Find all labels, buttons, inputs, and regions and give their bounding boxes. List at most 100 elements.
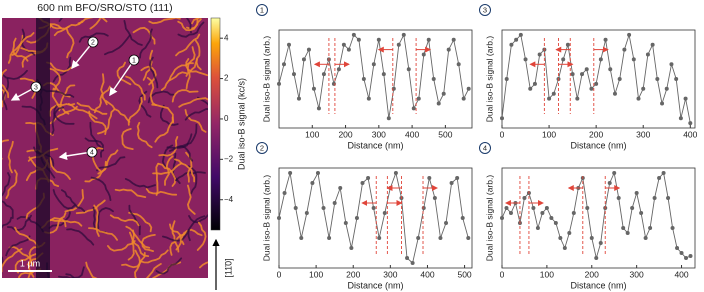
x-tick-label: 100 <box>305 129 319 139</box>
domain <box>175 33 201 57</box>
data-point <box>514 37 519 42</box>
domain <box>178 123 198 148</box>
data-point <box>449 181 454 185</box>
panel-badge <box>256 4 268 16</box>
data-point <box>608 67 613 72</box>
data-point <box>585 206 590 210</box>
domain <box>6 214 32 231</box>
domain <box>171 18 192 34</box>
data-point <box>584 67 589 72</box>
data-point <box>427 176 432 180</box>
domain <box>67 103 98 120</box>
data-point <box>621 226 626 230</box>
data-point <box>639 211 644 215</box>
marker-arrow <box>71 41 94 70</box>
data-point <box>361 77 366 81</box>
data-point <box>356 37 361 42</box>
y-axis-label: Dual iso-B signal (arb.) <box>484 36 494 123</box>
domain <box>93 85 111 114</box>
x-tick-label: 200 <box>585 269 599 279</box>
x-tick-label: 100 <box>309 269 323 279</box>
domain <box>136 121 153 149</box>
panel-badge <box>256 142 268 154</box>
domain <box>85 261 98 278</box>
data-point <box>641 86 646 91</box>
domain <box>88 227 118 241</box>
data-point <box>304 211 309 215</box>
domain <box>175 171 206 182</box>
data-point <box>341 42 346 47</box>
data-point <box>396 42 401 47</box>
data-point <box>386 116 391 121</box>
domain <box>127 229 135 261</box>
data-point <box>650 42 655 47</box>
domain <box>2 69 28 80</box>
data-point <box>684 256 689 260</box>
data-point <box>406 67 411 72</box>
domain <box>78 32 109 43</box>
data-point <box>598 57 603 62</box>
domain <box>155 162 159 196</box>
data-point <box>657 176 662 180</box>
domain <box>89 121 105 152</box>
data-point <box>589 236 594 240</box>
data-point <box>643 236 648 240</box>
data-point <box>336 67 341 72</box>
domain <box>139 28 153 59</box>
data-point <box>634 191 639 195</box>
data-point <box>625 231 630 235</box>
domain <box>97 108 116 135</box>
domain <box>52 189 76 210</box>
marker-circle <box>30 81 42 93</box>
colorbar-label: Dual iso-B signal (kc/s) <box>236 78 246 170</box>
data-point <box>376 37 381 42</box>
data-point <box>504 206 509 210</box>
domain-texture <box>2 18 208 278</box>
data-point <box>346 47 351 52</box>
data-point <box>562 246 567 250</box>
plot-frame <box>501 29 696 129</box>
data-point <box>277 216 281 220</box>
data-point <box>664 86 669 91</box>
data-point <box>421 52 426 57</box>
marker-circle <box>87 36 99 48</box>
x-axis-label: Distance (nm) <box>347 280 403 290</box>
domain <box>2 78 10 111</box>
domain <box>196 221 207 251</box>
colorbar-tick-label: −2 <box>224 154 234 163</box>
data-point <box>432 196 437 200</box>
data-point <box>580 72 585 77</box>
data-point <box>354 216 359 220</box>
series-line <box>278 171 469 264</box>
data-point <box>296 96 301 101</box>
marker-arrow <box>109 59 135 97</box>
domain <box>140 65 157 86</box>
data-point <box>666 196 671 200</box>
domain <box>158 136 179 157</box>
data-point <box>366 176 371 180</box>
domain <box>14 253 37 274</box>
scale-bar-label: 1 µm <box>20 258 40 268</box>
x-tick-label: 400 <box>674 269 688 279</box>
domain <box>107 240 136 252</box>
data-point <box>535 226 540 230</box>
domain <box>169 223 182 251</box>
domain <box>145 188 178 196</box>
data-point <box>293 206 298 210</box>
data-point <box>416 96 421 101</box>
x-tick-label: 200 <box>338 129 352 139</box>
domain <box>66 228 95 246</box>
data-point <box>630 206 635 210</box>
data-point <box>594 256 599 260</box>
domain <box>51 87 70 115</box>
data-point <box>315 171 320 175</box>
data-point <box>306 47 311 52</box>
domain <box>100 73 108 106</box>
data-point <box>343 221 348 225</box>
x-tick-label: 200 <box>346 269 360 279</box>
data-point <box>531 206 536 210</box>
data-point <box>571 211 576 215</box>
data-point <box>441 91 446 96</box>
domain <box>186 184 196 215</box>
